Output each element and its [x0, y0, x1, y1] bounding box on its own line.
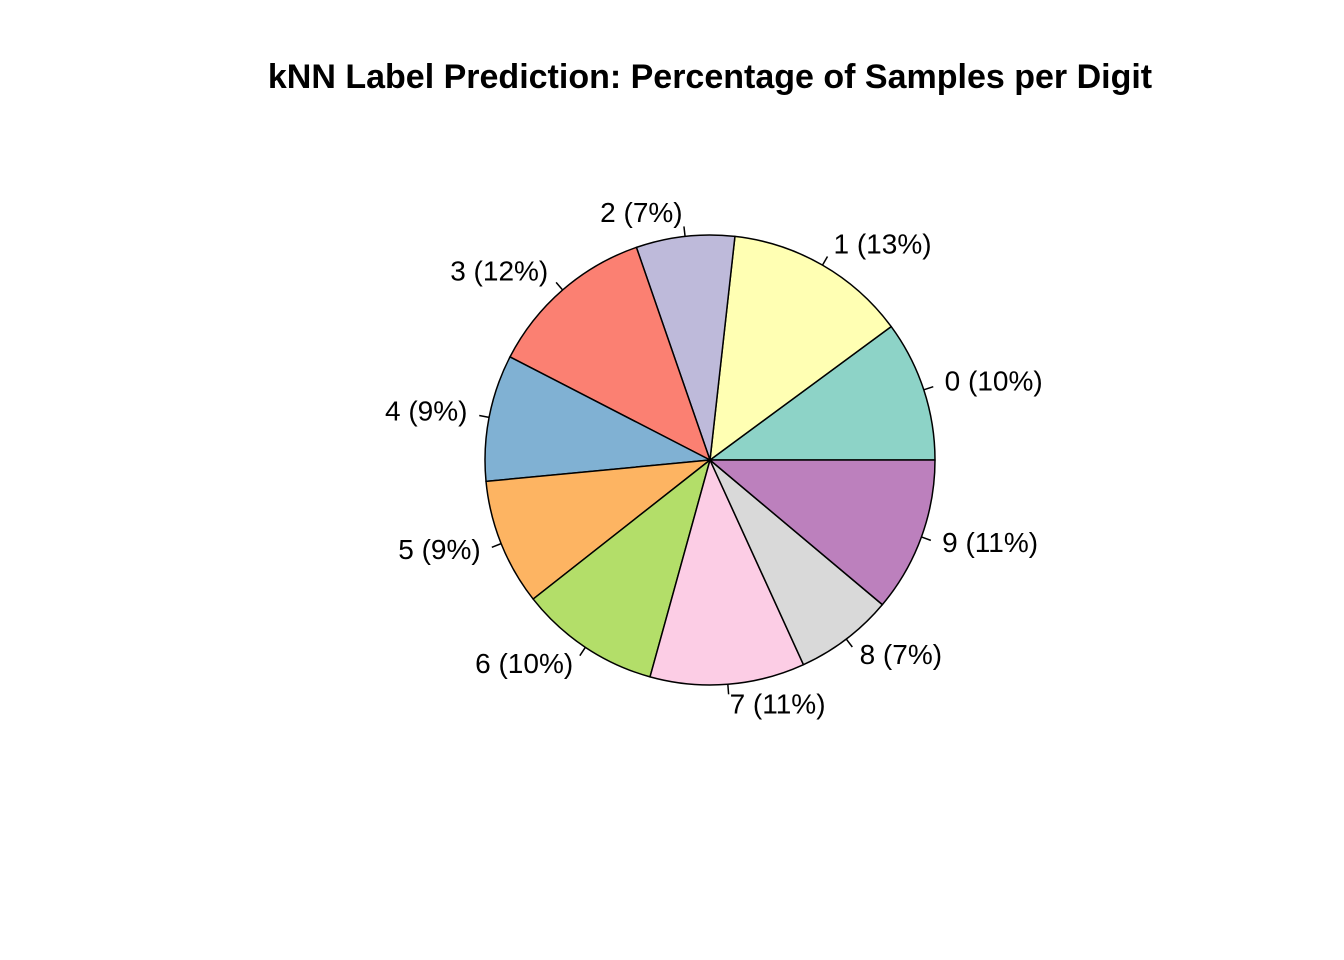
slice-label-9: 9 (11%) — [942, 527, 1038, 558]
label-tick-3 — [555, 281, 564, 291]
label-tick-4 — [479, 414, 490, 419]
pie-slice-0 — [709, 325, 936, 461]
slice-label-2: 2 (7%) — [600, 197, 682, 228]
slice-label-1: 1 (13%) — [834, 228, 932, 259]
slice-label-0: 0 (10%) — [945, 365, 1043, 396]
slice-label-5: 5 (9%) — [398, 534, 480, 565]
pie-slice-4 — [484, 356, 711, 483]
pie-label-ticks — [479, 226, 934, 695]
label-tick-9 — [921, 536, 932, 542]
label-tick-6 — [579, 646, 586, 657]
pie-slice-9 — [709, 459, 936, 606]
pie-labels: 0 (10%) 1 (13%) 2 (7%) 3 (12%) 4 (9%) 5 (9%) 6… — [385, 197, 1043, 720]
pie-slices — [484, 234, 936, 686]
slice-label-6: 6 (10%) — [475, 648, 573, 679]
label-tick-0 — [923, 385, 934, 391]
slice-label-8: 8 (7%) — [860, 639, 942, 670]
label-tick-1 — [821, 256, 829, 266]
pie-slice-6 — [532, 459, 711, 678]
label-tick-2 — [683, 226, 686, 237]
label-tick-7 — [727, 684, 730, 695]
pie-slice-7 — [649, 459, 805, 686]
pie-slice-5 — [485, 459, 711, 600]
label-tick-8 — [845, 638, 853, 648]
slice-label-7: 7 (11%) — [730, 689, 826, 720]
slice-label-4: 4 (9%) — [385, 396, 467, 427]
label-tick-5 — [491, 542, 502, 549]
chart-title: kNN Label Prediction: Percentage of Samp… — [267, 58, 1153, 96]
slice-label-3: 3 (12%) — [450, 256, 548, 287]
pie-slice-1 — [709, 235, 892, 461]
